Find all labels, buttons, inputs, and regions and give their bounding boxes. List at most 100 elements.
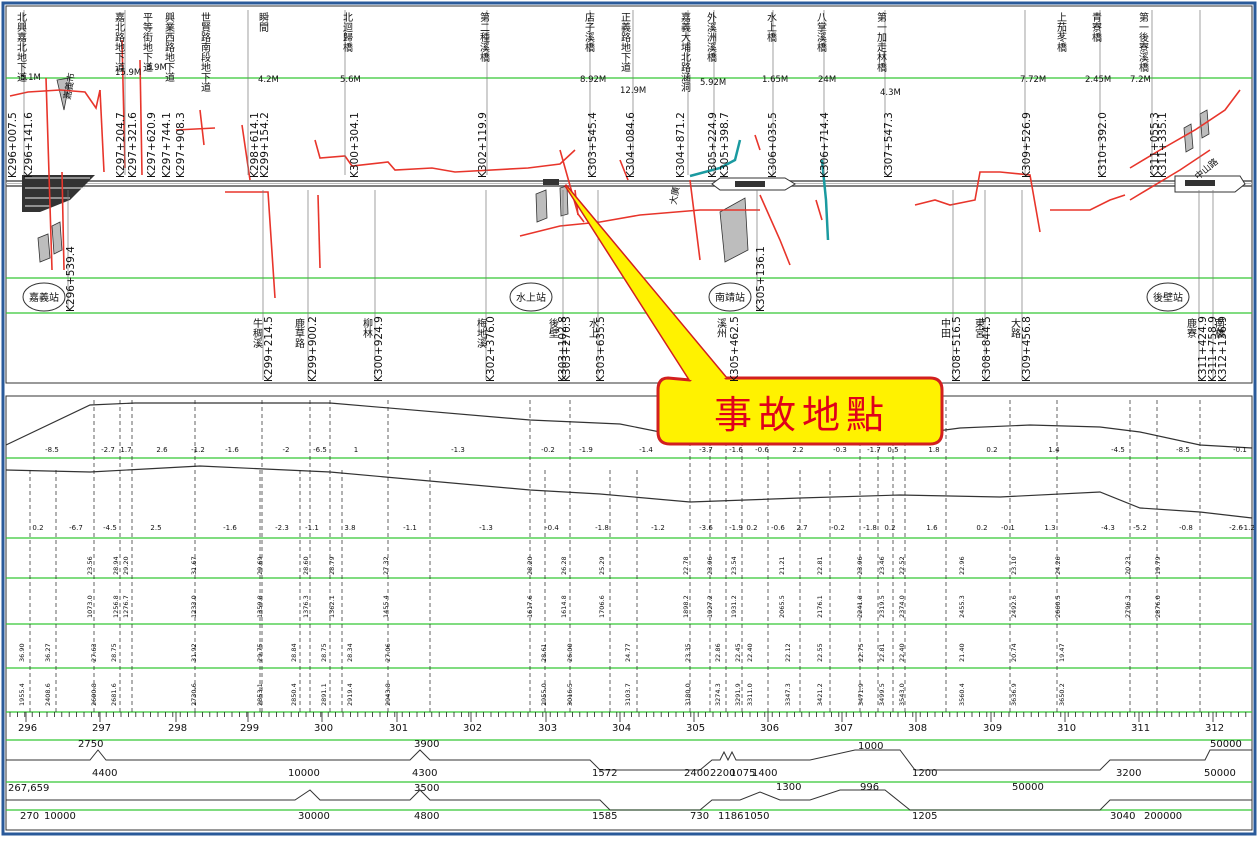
grad-top: -0.6 [755, 446, 769, 454]
top-label: 店子溪橋 [583, 11, 595, 53]
elev-row2: 1931.2 [730, 595, 738, 618]
grad-mid: -2.3 [275, 524, 289, 532]
elev-row2: 2374.0 [898, 595, 906, 618]
top-km-label: K306+035.5 [767, 112, 779, 178]
elev-row1: 28.94 [112, 556, 120, 575]
curve1-label: 1400 [752, 768, 777, 779]
grad-top: 0.2 [986, 446, 997, 454]
km-axis-label: 312 [1205, 723, 1224, 734]
elev-row1: 21.21 [778, 556, 786, 575]
elev-row3: 28.75 [320, 643, 328, 662]
km-axis-label: 308 [908, 723, 927, 734]
elev-row3: 31.92 [190, 643, 198, 662]
elev-row4: 3471.9 [857, 683, 865, 706]
top-note: 12.9M [620, 86, 646, 96]
curve-diagram [6, 749, 1252, 811]
grad-mid: 2.5 [150, 524, 161, 532]
top-km-label: K306+714.4 [819, 112, 831, 178]
km-axis-label: 296 [18, 723, 37, 734]
elev-row4: 3180.0 [684, 683, 692, 706]
elev-row1: 28.79 [328, 556, 336, 575]
bottom-km-label: K303+102.8 [557, 316, 569, 382]
curve2-label: 267,659 [8, 783, 49, 794]
grad-mid: -4.5 [103, 524, 117, 532]
elev-row1: 23.54 [730, 556, 738, 575]
grad-top: -6.5 [313, 446, 327, 454]
top-km-labels: K296+007.5 K296+141.6 K297+204.7 K297+321.6… [7, 112, 1169, 178]
elev-row4: 3016.5 [566, 683, 574, 706]
grad-mid: -6.7 [69, 524, 83, 532]
curve2-label: 3500 [414, 783, 439, 794]
grad-top: 0.5 [887, 446, 898, 454]
elev-row3: 20.74 [1010, 643, 1018, 662]
top-labels: 北興嘉北地下道 嘉北路地下道 平等街地下道 興業西路地下道 世賢路南段地下道 瞬間 北迴歸橋… [15, 11, 1149, 92]
grad-top: 1.8 [928, 446, 939, 454]
bottom-name-label: 牛稠溪 [251, 317, 263, 349]
bottom-name-label: 水上 [587, 318, 599, 338]
elev-row2: 1276.7 [122, 595, 130, 618]
curve1-label: 2750 [78, 739, 103, 750]
grad-mid: 1.3 [1044, 524, 1055, 532]
elev-row4: 2943.8 [384, 683, 392, 706]
elev-row4: 3543.0 [898, 683, 906, 706]
elev-row2: 1927.2 [706, 595, 714, 618]
km-axis-label: 302 [463, 723, 482, 734]
km-axis-label: 311 [1131, 723, 1150, 734]
km-axis-label: 301 [389, 723, 408, 734]
curve2-label: 30000 [298, 811, 330, 822]
elev-row2: 2319.5 [878, 595, 886, 618]
elev-row1: 20.23 [1124, 556, 1132, 575]
km-axis-label: 306 [760, 723, 779, 734]
top-km-label: K310+392.0 [1097, 112, 1109, 178]
elev-row3: 22.75 [857, 643, 865, 662]
top-label: 上茄苳橋 [1055, 12, 1067, 53]
elev-row1: 27.32 [382, 556, 390, 575]
elev-row4: 2681.6 [110, 683, 118, 706]
curve2-label: 1205 [912, 811, 937, 822]
bottom-km-label: K302+376.0 [485, 316, 497, 382]
bottom-km-label: K308+516.5 [951, 316, 963, 382]
top-km-label: K296+141.6 [23, 112, 35, 178]
station-name: 水上站 [516, 291, 546, 304]
elev-row2: 1233.0 [190, 595, 198, 618]
elev-row4: 3103.7 [624, 683, 632, 706]
main-track [6, 180, 1252, 187]
elev-row3: 36.27 [44, 643, 52, 662]
elev-row1: 23.96 [856, 556, 864, 575]
grad-top: -2.7 [101, 446, 115, 454]
grad-mid: -1.3 [479, 524, 493, 532]
grad-top: 1.7 [120, 446, 131, 454]
curve1-label: 10000 [288, 768, 320, 779]
km-axis-labels: 296 297 298 299 300 301 302 303 304 305 306 307 308 3… [18, 723, 1224, 734]
grad-mid: -1.1 [305, 524, 319, 532]
grad-top: 2.6 [156, 446, 168, 454]
curve1-label: 50000 [1204, 768, 1236, 779]
elev-row4: 3560.4 [958, 683, 966, 706]
grad-top: -0.1 [1233, 446, 1247, 454]
elev-row4: 1955.4 [18, 683, 26, 706]
top-km-label: K311+335.1 [1157, 112, 1169, 178]
elev-row4: 3347.3 [784, 683, 792, 706]
elev-row3: 21.40 [958, 643, 966, 662]
elev-row2: 1256.8 [112, 595, 120, 618]
elev-row1: 31.67 [190, 556, 198, 575]
grad-mid: -2.6 [1229, 524, 1243, 532]
grad-mid: -1.1 [403, 524, 417, 532]
bottom-name-label: 鹿草路 [293, 317, 305, 349]
elev-row3: 22.55 [816, 643, 824, 662]
station-yards [22, 175, 1246, 212]
elev-row3: 29.75 [256, 643, 264, 662]
elev-row3: 22.40 [746, 643, 754, 662]
top-note: 15.9M [115, 68, 141, 78]
station-name: 南靖站 [715, 291, 745, 304]
grad-mid: 0.2 [32, 524, 43, 532]
curve1-label: 1200 [912, 768, 937, 779]
bottom-name-labels: 牛稠溪 鹿草路 柳林 梅地溪 後壁 水上 溪州 中田 東宮 大路 鹿寮 南橋 [251, 317, 1225, 349]
top-note: 4.2M [258, 75, 279, 85]
bottom-name-label: 鹿寮 [1185, 317, 1197, 339]
grad-mid: -5.2 [1133, 524, 1147, 532]
curve1-label: 4300 [412, 768, 437, 779]
km-axis-label: 303 [538, 723, 557, 734]
elev-row3: 22.86 [714, 643, 722, 662]
